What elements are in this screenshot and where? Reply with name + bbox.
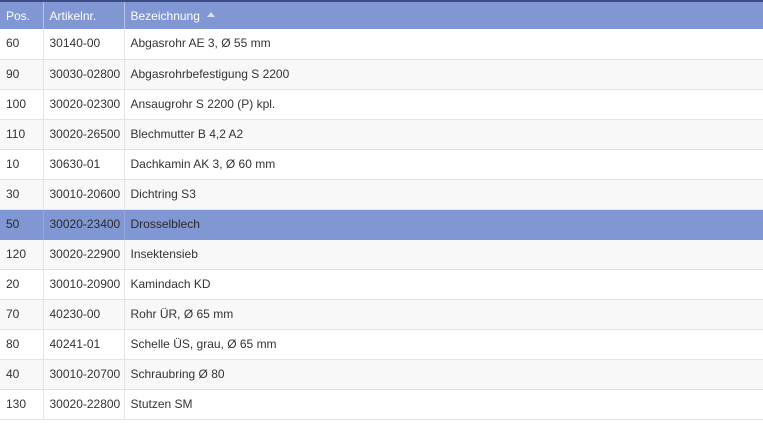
cell-pos: 10 <box>0 149 44 180</box>
cell-pos: 90 <box>0 59 44 90</box>
header-row: Pos. Artikelnr. Bezeichnung <box>0 0 763 29</box>
cell-bezeichnung: Abgasrohr AE 3, Ø 55 mm <box>124 29 763 60</box>
cell-artikelnr: 30630-01 <box>43 149 125 180</box>
cell-artikelnr: 30020-22900 <box>43 239 125 270</box>
cell-bezeichnung: Schelle ÜS, grau, Ø 65 mm <box>124 329 763 360</box>
table-row[interactable]: 100 30020-02300 Ansaugrohr S 2200 (P) kpl. <box>0 89 763 120</box>
table-row[interactable]: 130 30020-22800 Stutzen SM <box>0 389 763 420</box>
cell-pos: 100 <box>0 89 44 120</box>
cell-pos: 120 <box>0 239 44 270</box>
cell-pos: 30 <box>0 179 44 210</box>
cell-bezeichnung: Dachkamin AK 3, Ø 60 mm <box>124 149 763 180</box>
table-row[interactable]: 90 30030-02800 Abgasrohrbefestigung S 2200 <box>0 59 763 90</box>
cell-artikelnr: 30010-20700 <box>43 359 125 390</box>
table-body: 60 30140-00 Abgasrohr AE 3, Ø 55 mm 90 30030… <box>0 29 763 420</box>
column-header-pos-label: Pos. <box>6 8 31 23</box>
table-row[interactable]: 10 30630-01 Dachkamin AK 3, Ø 60 mm <box>0 149 763 180</box>
cell-bezeichnung: Rohr ÜR, Ø 65 mm <box>124 299 763 330</box>
cell-artikelnr: 30140-00 <box>43 29 125 60</box>
column-header-artikelnr[interactable]: Artikelnr. <box>43 0 125 29</box>
cell-pos: 20 <box>0 269 44 300</box>
column-header-bezeichnung[interactable]: Bezeichnung <box>124 0 763 29</box>
cell-bezeichnung: Ansaugrohr S 2200 (P) kpl. <box>124 89 763 120</box>
cell-pos: 80 <box>0 329 44 360</box>
cell-bezeichnung: Stutzen SM <box>124 389 763 420</box>
table-row[interactable]: 40 30010-20700 Schraubring Ø 80 <box>0 359 763 390</box>
sort-ascending-icon <box>206 12 215 17</box>
cell-bezeichnung: Dichtring S3 <box>124 179 763 210</box>
table-row[interactable]: 30 30010-20600 Dichtring S3 <box>0 179 763 210</box>
table-row[interactable]: 50 30020-23400 Drosselblech <box>0 209 763 240</box>
cell-pos: 50 <box>0 209 44 240</box>
cell-artikelnr: 30020-26500 <box>43 119 125 150</box>
table-row[interactable]: 60 30140-00 Abgasrohr AE 3, Ø 55 mm <box>0 29 763 60</box>
cell-pos: 60 <box>0 29 44 60</box>
cell-pos: 70 <box>0 299 44 330</box>
column-header-pos[interactable]: Pos. <box>0 0 44 29</box>
parts-table: Pos. Artikelnr. Bezeichnung 60 30140-00 Ab… <box>0 0 763 420</box>
cell-artikelnr: 30020-22800 <box>43 389 125 420</box>
table-row[interactable]: 110 30020-26500 Blechmutter B 4,2 A2 <box>0 119 763 150</box>
table-row[interactable]: 120 30020-22900 Insektensieb <box>0 239 763 270</box>
column-header-bezeichnung-label: Bezeichnung <box>130 8 200 23</box>
cell-artikelnr: 30010-20900 <box>43 269 125 300</box>
table-row[interactable]: 80 40241-01 Schelle ÜS, grau, Ø 65 mm <box>0 329 763 360</box>
cell-pos: 110 <box>0 119 44 150</box>
cell-artikelnr: 30030-02800 <box>43 59 125 90</box>
cell-bezeichnung: Drosselblech <box>124 209 763 240</box>
cell-artikelnr: 30010-20600 <box>43 179 125 210</box>
cell-pos: 130 <box>0 389 44 420</box>
table-header: Pos. Artikelnr. Bezeichnung <box>0 0 763 29</box>
table-row[interactable]: 70 40230-00 Rohr ÜR, Ø 65 mm <box>0 299 763 330</box>
cell-bezeichnung: Insektensieb <box>124 239 763 270</box>
table-row[interactable]: 20 30010-20900 Kamindach KD <box>0 269 763 300</box>
cell-artikelnr: 40241-01 <box>43 329 125 360</box>
cell-pos: 40 <box>0 359 44 390</box>
cell-bezeichnung: Schraubring Ø 80 <box>124 359 763 390</box>
cell-bezeichnung: Blechmutter B 4,2 A2 <box>124 119 763 150</box>
cell-bezeichnung: Kamindach KD <box>124 269 763 300</box>
cell-bezeichnung: Abgasrohrbefestigung S 2200 <box>124 59 763 90</box>
column-header-artikelnr-label: Artikelnr. <box>49 8 97 23</box>
cell-artikelnr: 30020-02300 <box>43 89 125 120</box>
cell-artikelnr: 40230-00 <box>43 299 125 330</box>
cell-artikelnr: 30020-23400 <box>43 209 125 240</box>
